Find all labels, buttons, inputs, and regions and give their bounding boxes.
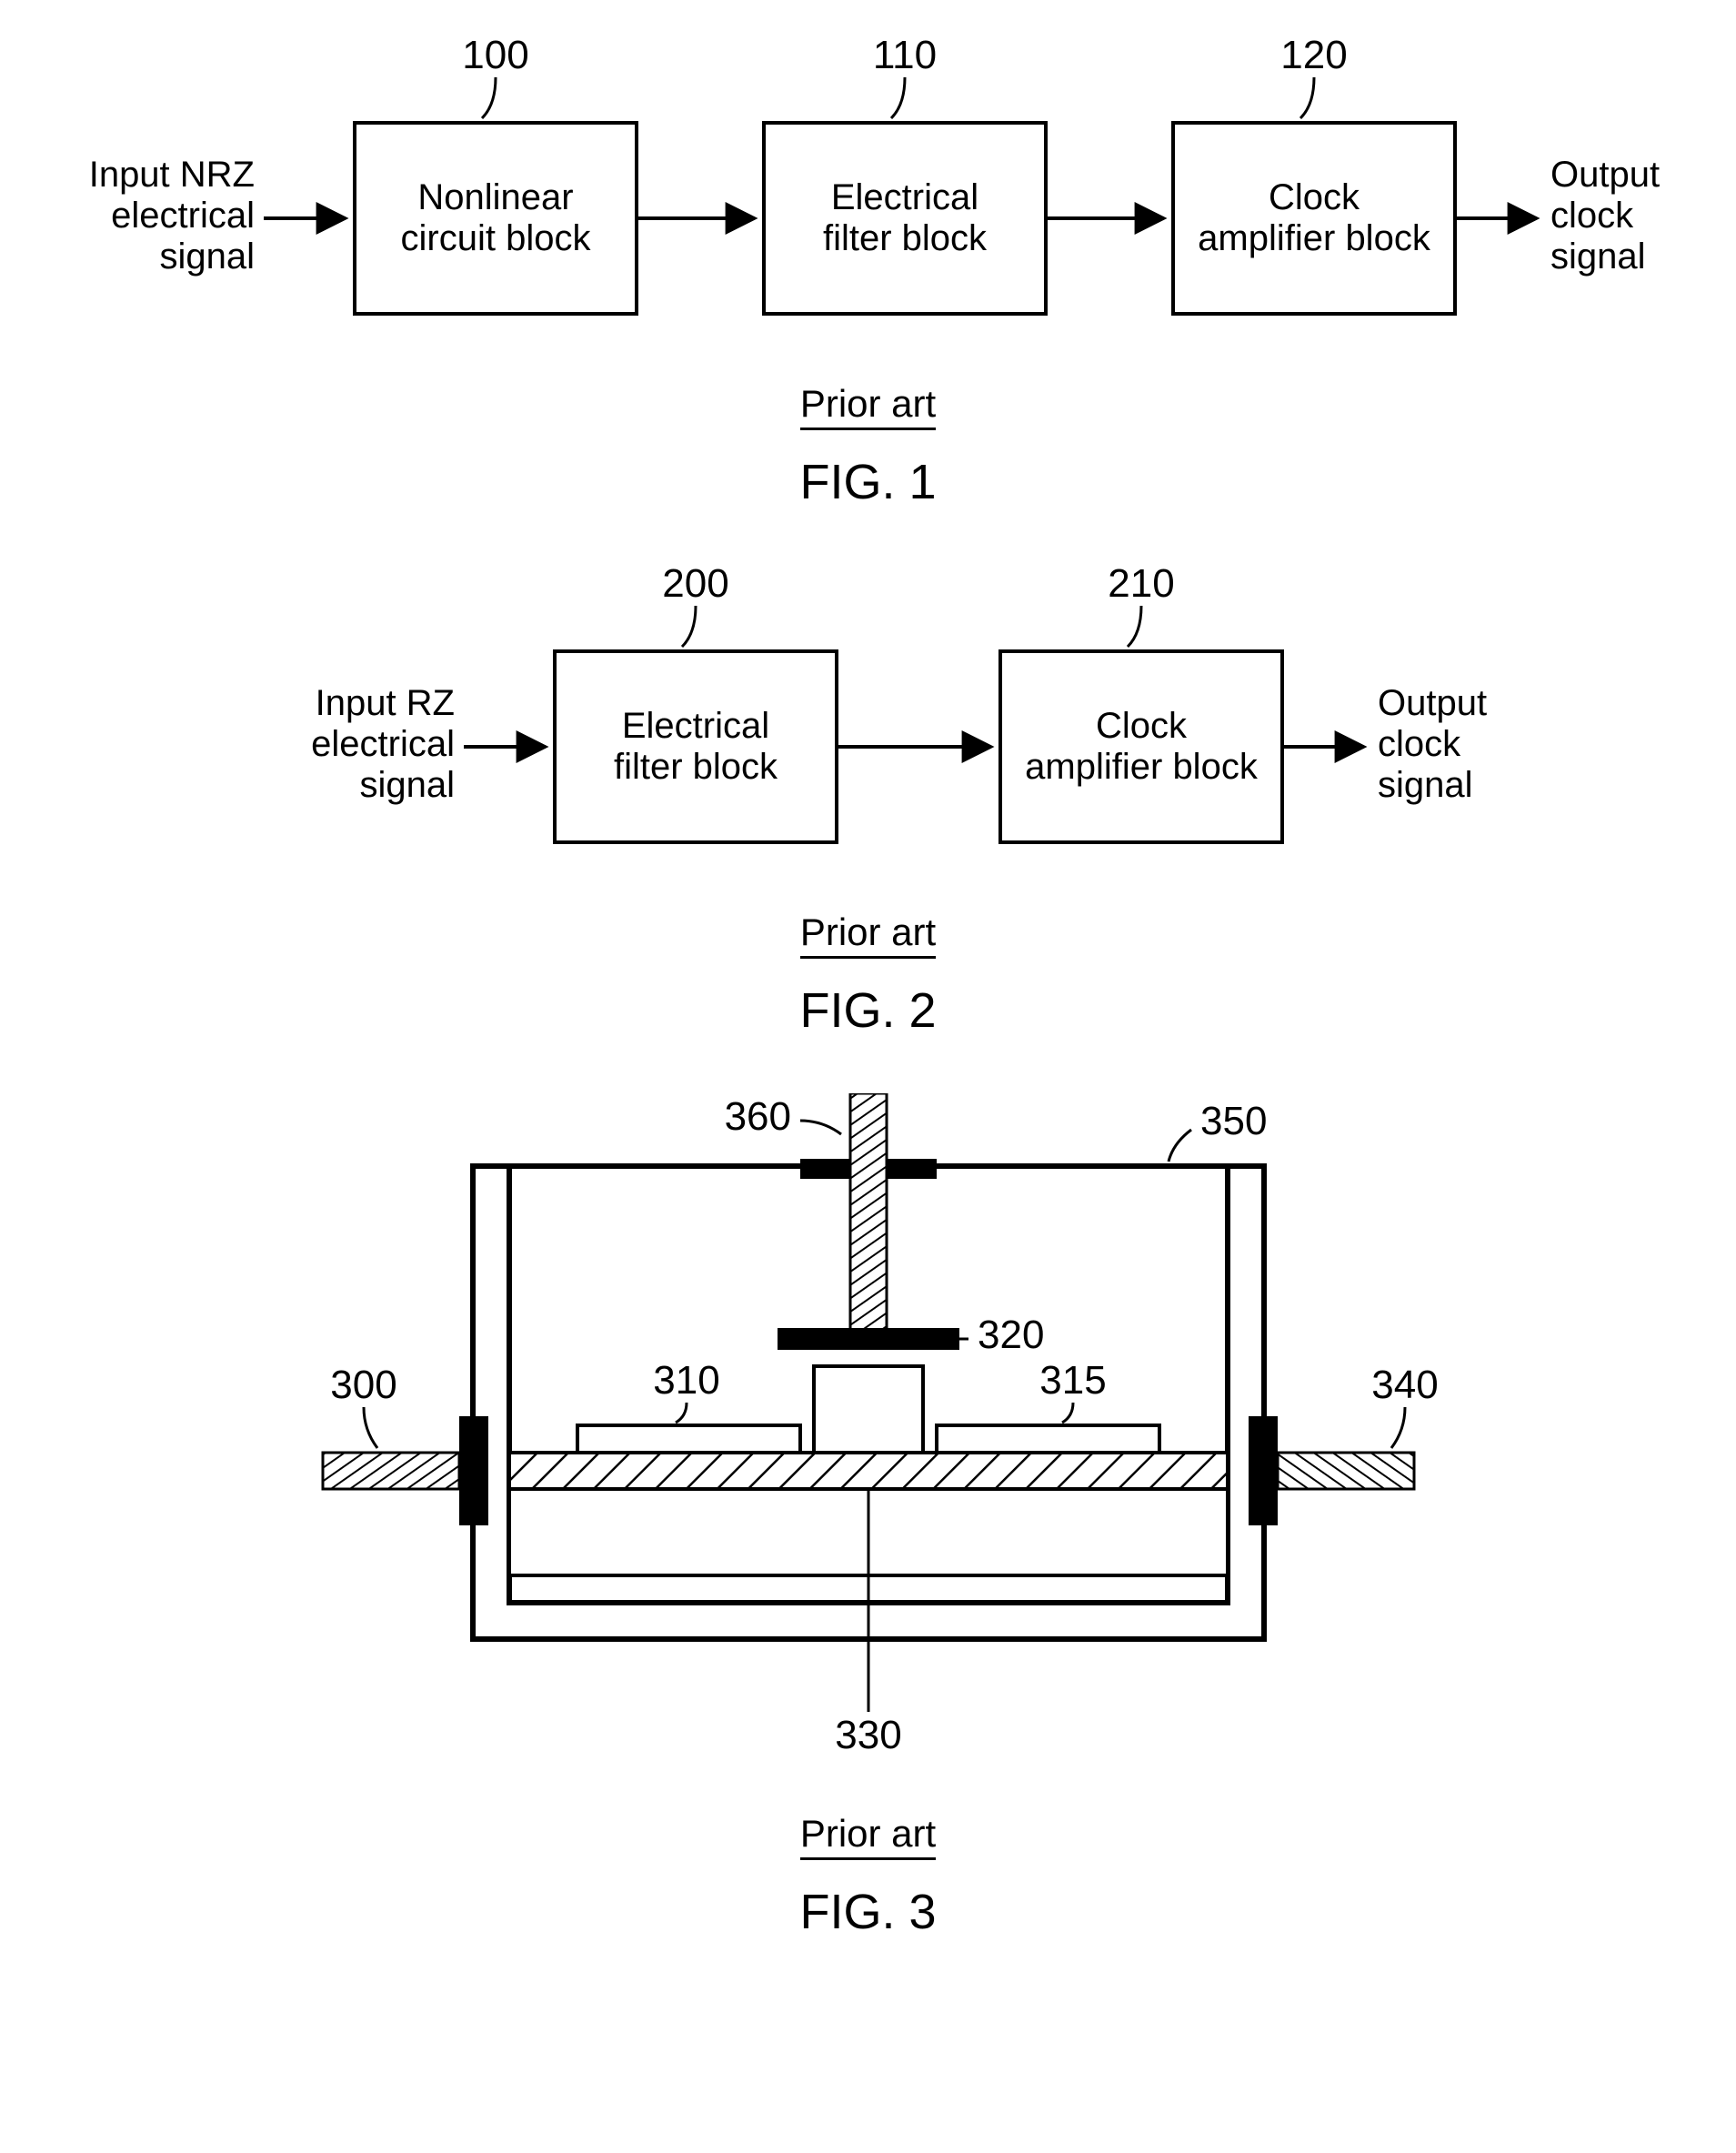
- fig3-ref-340: 340: [1371, 1363, 1438, 1407]
- fig3-svg: 360 350 320 310 315 300 340 330: [0, 1093, 1736, 1803]
- fig1-block-1-l1: Electrical: [831, 177, 978, 217]
- fig3-right-connector: [1278, 1453, 1414, 1489]
- fig3-ref-320: 320: [978, 1313, 1044, 1357]
- fig3-ref-315: 315: [1039, 1358, 1106, 1403]
- fig2-prior-art: Prior art: [800, 910, 936, 959]
- fig1-prior-art: Prior art: [800, 382, 936, 430]
- fig3-left-plate: [577, 1425, 800, 1453]
- fig2-caption-group: Prior art FIG. 2: [0, 910, 1736, 1039]
- fig3-top-screw: [850, 1093, 887, 1330]
- fig2-output-l1: Output: [1378, 683, 1487, 723]
- fig1-ref-2: 120: [1280, 36, 1347, 77]
- fig3-lead-300: [364, 1407, 377, 1448]
- fig2-input-l2: electrical: [311, 724, 455, 764]
- fig1-caption-group: Prior art FIG. 1: [0, 382, 1736, 510]
- fig1-block-0-l2: circuit block: [401, 218, 592, 258]
- fig2-svg: Input RZ electrical signal Electrical fi…: [0, 565, 1736, 901]
- fig3-lead-310: [676, 1403, 687, 1423]
- fig3-lead-350: [1169, 1130, 1191, 1162]
- fig3-lead-360: [800, 1121, 841, 1134]
- fig3-substrate: [509, 1453, 1228, 1489]
- fig1-output-l2: clock: [1550, 196, 1634, 236]
- fig2-lead-1: [1128, 606, 1141, 647]
- fig1-lead-2: [1300, 77, 1314, 118]
- fig3-ref-300: 300: [330, 1363, 396, 1407]
- fig1-ref-0: 100: [462, 36, 528, 77]
- fig1-lead-1: [891, 77, 905, 118]
- fig2-output-l3: signal: [1378, 765, 1473, 805]
- fig3-title: FIG. 3: [0, 1884, 1736, 1940]
- fig3-ref-330: 330: [835, 1713, 901, 1757]
- fig3-lead-315: [1062, 1403, 1073, 1423]
- fig2-block-0-l1: Electrical: [622, 706, 769, 746]
- fig2-ref-0: 200: [662, 565, 728, 606]
- fig2-block-1-l1: Clock: [1096, 706, 1188, 746]
- fig1-ref-1: 110: [873, 36, 937, 77]
- fig1-block-2-l2: amplifier block: [1198, 218, 1431, 258]
- fig3-left-connector: [323, 1453, 459, 1489]
- fig1-block-2-l1: Clock: [1269, 177, 1360, 217]
- fig2-block-1-l2: amplifier block: [1025, 747, 1259, 787]
- fig3-ref-350: 350: [1200, 1099, 1267, 1143]
- fig3-right-flange: [1249, 1416, 1278, 1525]
- fig2-title: FIG. 2: [0, 982, 1736, 1039]
- fig1-block-1-l2: filter block: [823, 218, 988, 258]
- fig3-center-block: [814, 1366, 923, 1453]
- fig1-title: FIG. 1: [0, 454, 1736, 510]
- fig3-ref-310: 310: [653, 1358, 719, 1403]
- fig1-block-0-l1: Nonlinear: [417, 177, 573, 217]
- fig1-output-l1: Output: [1550, 155, 1660, 195]
- fig2-output-l2: clock: [1378, 724, 1461, 764]
- fig1-lead-0: [482, 77, 496, 118]
- fig2-input-l1: Input RZ: [316, 683, 455, 723]
- fig1-input-l1: Input NRZ: [89, 155, 255, 195]
- fig1-output-l3: signal: [1550, 236, 1646, 277]
- fig3-caption-group: Prior art FIG. 3: [0, 1812, 1736, 1940]
- fig1-input-l3: signal: [159, 236, 255, 277]
- fig3-left-flange: [459, 1416, 488, 1525]
- fig2-block-0-l2: filter block: [614, 747, 778, 787]
- fig1-input-l2: electrical: [111, 196, 255, 236]
- fig3-lead-340: [1391, 1407, 1405, 1448]
- fig2-lead-0: [682, 606, 696, 647]
- fig3-prior-art: Prior art: [800, 1812, 936, 1860]
- fig3-right-plate: [937, 1425, 1159, 1453]
- fig1-svg: Input NRZ electrical signal Nonlinear ci…: [0, 36, 1736, 373]
- fig2-ref-1: 210: [1108, 565, 1174, 606]
- fig2-input-l3: signal: [359, 765, 455, 805]
- fig3-ref-360: 360: [725, 1094, 791, 1139]
